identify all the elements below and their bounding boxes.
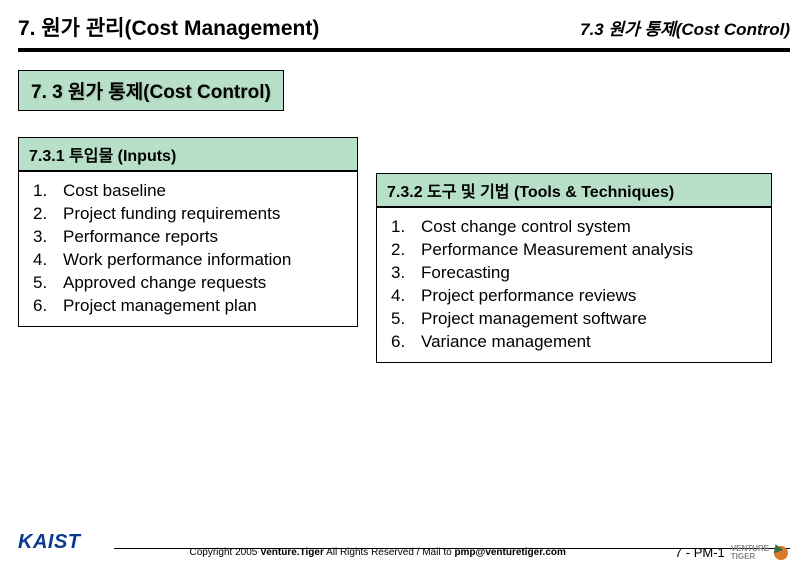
list-item: 1.Cost change control system bbox=[391, 216, 761, 239]
tiger-icon bbox=[772, 544, 790, 562]
list-item: 2. Project funding requirements bbox=[33, 203, 347, 226]
item-num: 5. bbox=[391, 308, 421, 331]
item-num: 6. bbox=[391, 331, 421, 354]
tools-list: 1.Cost change control system 2.Performan… bbox=[376, 207, 772, 363]
kaist-logo: KAIST bbox=[18, 531, 81, 554]
vt-text-2: TIGER bbox=[731, 553, 769, 561]
item-text: Cost change control system bbox=[421, 216, 761, 239]
copyright-text: Copyright 2005 Venture.Tiger All Rights … bbox=[81, 547, 675, 558]
list-item: 6. Project management plan bbox=[33, 295, 347, 318]
list-item: 3. Performance reports bbox=[33, 226, 347, 249]
item-text: Cost baseline bbox=[63, 180, 347, 203]
item-text: Project performance reviews bbox=[421, 285, 761, 308]
copyright-mail: pmp@venturetiger.com bbox=[454, 547, 565, 558]
copyright-prefix: Copyright 2005 bbox=[190, 547, 261, 558]
slide-footer: KAIST Copyright 2005 Venture.Tiger All R… bbox=[18, 530, 790, 554]
section-title-box: 7. 3 원가 통제(Cost Control) bbox=[18, 70, 284, 111]
item-num: 1. bbox=[391, 216, 421, 239]
item-num: 3. bbox=[33, 226, 63, 249]
item-num: 2. bbox=[391, 239, 421, 262]
item-num: 3. bbox=[391, 262, 421, 285]
item-text: Work performance information bbox=[63, 249, 347, 272]
item-text: Project funding requirements bbox=[63, 203, 347, 226]
copyright-mid: All Rights Reserved / Mail to bbox=[324, 547, 455, 558]
header-title-right: 7.3 원가 통제(Cost Control) bbox=[580, 15, 790, 40]
item-num: 6. bbox=[33, 295, 63, 318]
item-text: Variance management bbox=[421, 331, 761, 354]
list-item: 4. Work performance information bbox=[33, 249, 347, 272]
item-text: Performance reports bbox=[63, 226, 347, 249]
slide-header: 7. 원가 관리(Cost Management) 7.3 원가 통제(Cost… bbox=[18, 12, 790, 52]
footer-content: KAIST Copyright 2005 Venture.Tiger All R… bbox=[18, 531, 790, 554]
tools-title: 7.3.2 도구 및 기법 (Tools & Techniques) bbox=[376, 173, 772, 207]
item-num: 4. bbox=[33, 249, 63, 272]
item-text: Forecasting bbox=[421, 262, 761, 285]
list-item: 2.Performance Measurement analysis bbox=[391, 239, 761, 262]
item-text: Approved change requests bbox=[63, 272, 347, 295]
inputs-column: 7.3.1 투입물 (Inputs) 1. Cost baseline 2. P… bbox=[18, 137, 358, 327]
list-item: 4.Project performance reviews bbox=[391, 285, 761, 308]
item-text: Project management plan bbox=[63, 295, 347, 318]
list-item: 1. Cost baseline bbox=[33, 180, 347, 203]
inputs-list: 1. Cost baseline 2. Project funding requ… bbox=[18, 171, 358, 327]
list-item: 3.Forecasting bbox=[391, 262, 761, 285]
list-item: 6.Variance management bbox=[391, 331, 761, 354]
list-item: 5.Project management software bbox=[391, 308, 761, 331]
inputs-title: 7.3.1 투입물 (Inputs) bbox=[18, 137, 358, 171]
page-number: 7 - PM-1 bbox=[675, 545, 725, 560]
item-num: 2. bbox=[33, 203, 63, 226]
venture-tiger-logo: VENTURE TIGER bbox=[731, 544, 790, 562]
header-title-left: 7. 원가 관리(Cost Management) bbox=[18, 12, 319, 42]
tools-column: 7.3.2 도구 및 기법 (Tools & Techniques) 1.Cos… bbox=[376, 173, 772, 363]
vt-text-wrap: VENTURE TIGER bbox=[731, 545, 769, 561]
item-num: 1. bbox=[33, 180, 63, 203]
item-text: Performance Measurement analysis bbox=[421, 239, 761, 262]
item-num: 4. bbox=[391, 285, 421, 308]
list-item: 5. Approved change requests bbox=[33, 272, 347, 295]
item-text: Project management software bbox=[421, 308, 761, 331]
item-num: 5. bbox=[33, 272, 63, 295]
content-row: 7.3.1 투입물 (Inputs) 1. Cost baseline 2. P… bbox=[18, 137, 790, 363]
copyright-brand: Venture.Tiger bbox=[260, 547, 324, 558]
